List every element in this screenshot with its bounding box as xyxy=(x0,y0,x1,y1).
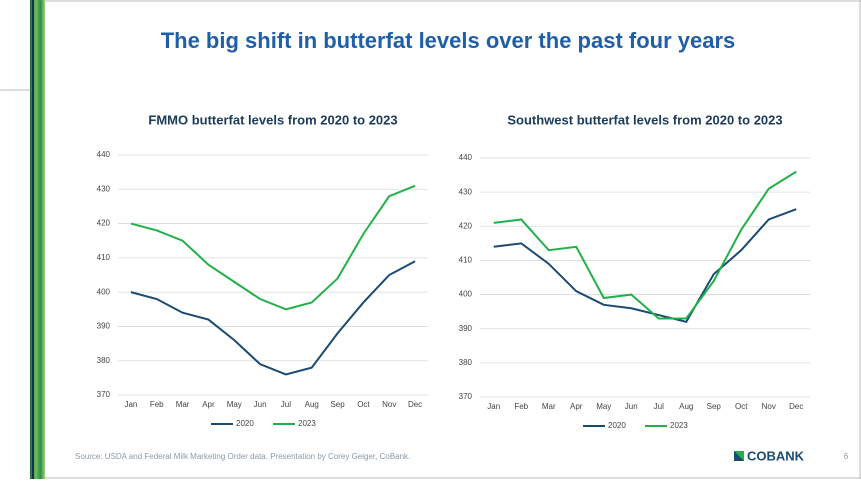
x-tick-label: May xyxy=(227,400,242,409)
x-tick-label: Aug xyxy=(679,402,693,411)
legend-label: 2023 xyxy=(298,419,316,428)
y-tick-label: 380 xyxy=(459,358,473,367)
source-note: Source: USDA and Federal Milk Marketing … xyxy=(75,452,410,461)
series-line xyxy=(130,260,416,376)
x-tick-label: Sep xyxy=(707,402,722,411)
x-tick-label: Apr xyxy=(570,402,583,411)
y-tick-label: 400 xyxy=(97,287,111,296)
x-tick-label: Jan xyxy=(487,402,500,411)
logo-text: COBANK xyxy=(747,448,805,463)
x-tick-label: Feb xyxy=(150,400,164,409)
x-tick-label: Jun xyxy=(254,400,267,409)
y-tick-label: 420 xyxy=(459,221,473,230)
legend-label: 2020 xyxy=(608,421,626,430)
y-tick-label: 440 xyxy=(459,153,473,162)
series-line xyxy=(130,184,416,311)
slide-title: The big shift in butterfat levels over t… xyxy=(161,28,736,53)
y-tick-label: 380 xyxy=(97,356,111,365)
x-tick-label: Apr xyxy=(202,400,215,409)
y-tick-label: 410 xyxy=(459,256,473,265)
x-tick-label: Jul xyxy=(654,402,664,411)
page-number: 6 xyxy=(844,452,849,461)
x-tick-label: Dec xyxy=(408,400,422,409)
x-tick-label: Jul xyxy=(281,400,291,409)
x-tick-label: Jun xyxy=(625,402,638,411)
x-tick-label: Nov xyxy=(762,402,776,411)
x-tick-label: Mar xyxy=(176,400,190,409)
chart-title: FMMO butterfat levels from 2020 to 2023 xyxy=(148,112,397,127)
x-tick-label: Aug xyxy=(305,400,319,409)
x-tick-label: Oct xyxy=(357,400,370,409)
x-tick-label: Mar xyxy=(542,402,556,411)
chart-title: Southwest butterfat levels from 2020 to … xyxy=(507,112,782,127)
y-tick-label: 430 xyxy=(97,184,111,193)
logo-mark xyxy=(734,451,744,461)
series-line xyxy=(493,208,797,324)
y-tick-label: 410 xyxy=(97,253,111,262)
y-tick-label: 440 xyxy=(97,150,111,159)
legend-label: 2020 xyxy=(236,419,254,428)
y-tick-label: 430 xyxy=(459,187,473,196)
x-tick-label: Nov xyxy=(382,400,396,409)
x-tick-label: May xyxy=(596,402,611,411)
x-tick-label: Jan xyxy=(124,400,137,409)
y-tick-label: 400 xyxy=(459,290,473,299)
y-tick-label: 370 xyxy=(97,390,111,399)
decor-strip-line xyxy=(32,0,34,479)
x-tick-label: Feb xyxy=(514,402,528,411)
legend-label: 2023 xyxy=(670,421,688,430)
y-tick-label: 390 xyxy=(459,324,473,333)
y-tick-label: 420 xyxy=(97,219,111,228)
x-tick-label: Oct xyxy=(735,402,748,411)
y-tick-label: 390 xyxy=(97,322,111,331)
x-tick-label: Sep xyxy=(330,400,345,409)
y-tick-label: 370 xyxy=(459,392,473,401)
x-tick-label: Dec xyxy=(789,402,803,411)
series-line xyxy=(493,170,797,320)
